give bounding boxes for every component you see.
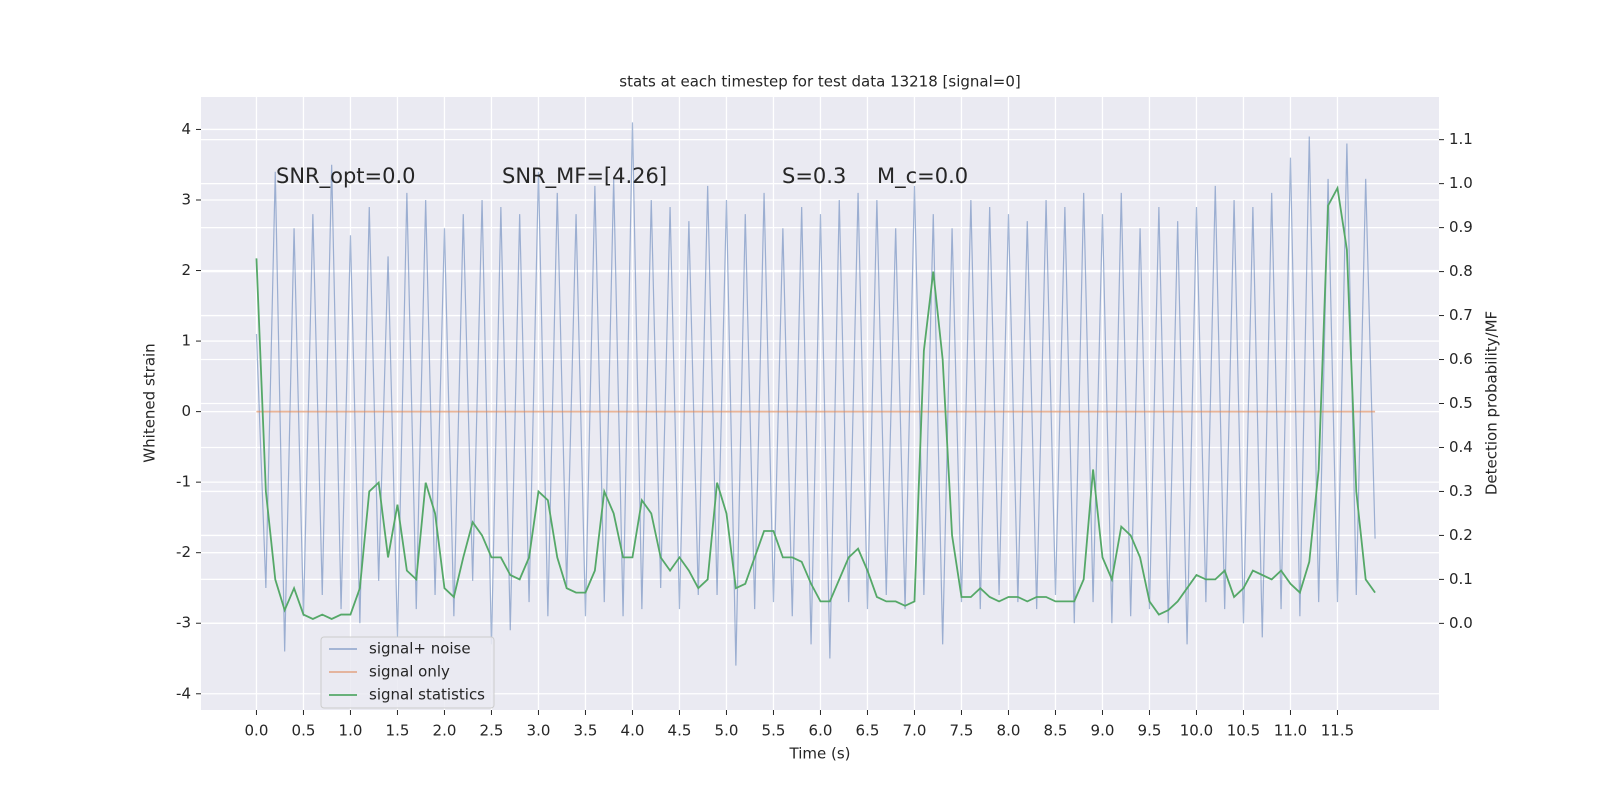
y2-tick-label: 0.1 [1449, 570, 1473, 588]
y2-tick-label: 0.7 [1449, 306, 1473, 324]
y2-tick-label: 0.6 [1449, 350, 1473, 368]
y2-tick-label: 0.2 [1449, 526, 1473, 544]
y2-tick-label: 1.1 [1449, 130, 1473, 148]
x-tick-label: 9.0 [1091, 722, 1115, 740]
y-tick-label: 4 [181, 120, 191, 138]
x-tick-label: 11.5 [1321, 722, 1354, 740]
legend-label: signal statistics [369, 686, 485, 704]
x-tick-label: 8.5 [1044, 722, 1068, 740]
x-tick-label: 3.5 [574, 722, 598, 740]
y-tick-label: -1 [176, 473, 191, 491]
y2-tick-label: 0.0 [1449, 614, 1473, 632]
x-tick-label: 7.0 [903, 722, 927, 740]
x-tick-label: 0.5 [292, 722, 316, 740]
series-line [255, 185, 1376, 620]
legend-label: signal only [369, 663, 450, 681]
y-tick-label: -2 [176, 543, 191, 561]
annotation: SNR_MF=[4.26] [502, 164, 667, 189]
legend-box [320, 636, 495, 709]
y-tick-label: 0 [181, 402, 191, 420]
chart-title: stats at each timestep for test data 132… [619, 73, 1020, 91]
y-tick-label: -3 [176, 614, 191, 632]
x-tick-label: 6.0 [809, 722, 833, 740]
y-tick-label: 2 [181, 261, 191, 279]
x-tick-label: 6.5 [856, 722, 880, 740]
y-tick-label: -4 [176, 684, 191, 702]
x-tick-label: 10.0 [1180, 722, 1213, 740]
x-tick-label: 0.0 [245, 722, 269, 740]
x-axis-label: Time (s) [789, 745, 851, 763]
legend-label: signal+ noise [369, 640, 471, 658]
y2-tick-label: 0.3 [1449, 482, 1473, 500]
x-tick-label: 4.0 [621, 722, 645, 740]
y2-tick-label: 0.9 [1449, 218, 1473, 236]
y2-tick-label: 1.0 [1449, 174, 1473, 192]
annotation: S=0.3 [782, 164, 846, 188]
y-tick-label: 3 [181, 190, 191, 208]
series-line [255, 122, 1376, 666]
x-tick-label: 1.0 [339, 722, 363, 740]
annotation: SNR_opt=0.0 [276, 164, 416, 189]
annotation: M_c=0.0 [877, 164, 968, 189]
x-tick-label: 5.5 [762, 722, 786, 740]
x-tick-label: 4.5 [668, 722, 692, 740]
x-tick-label: 2.0 [433, 722, 457, 740]
x-tick-label: 1.5 [386, 722, 410, 740]
y2-axis-label: Detection probability/MF [1483, 311, 1501, 495]
x-tick-label: 2.5 [480, 722, 504, 740]
y2-tick-label: 0.4 [1449, 438, 1473, 456]
x-tick-label: 10.5 [1227, 722, 1260, 740]
x-tick-label: 11.0 [1274, 722, 1307, 740]
y-axis-label: Whitened strain [141, 343, 159, 462]
x-tick-label: 8.0 [997, 722, 1021, 740]
x-tick-label: 9.5 [1138, 722, 1162, 740]
x-tick-label: 7.5 [950, 722, 974, 740]
y2-tick-label: 0.8 [1449, 262, 1473, 280]
x-tick-label: 5.0 [715, 722, 739, 740]
y2-tick-label: 0.5 [1449, 394, 1473, 412]
y-tick-label: 1 [181, 332, 191, 350]
x-tick-label: 3.0 [527, 722, 551, 740]
